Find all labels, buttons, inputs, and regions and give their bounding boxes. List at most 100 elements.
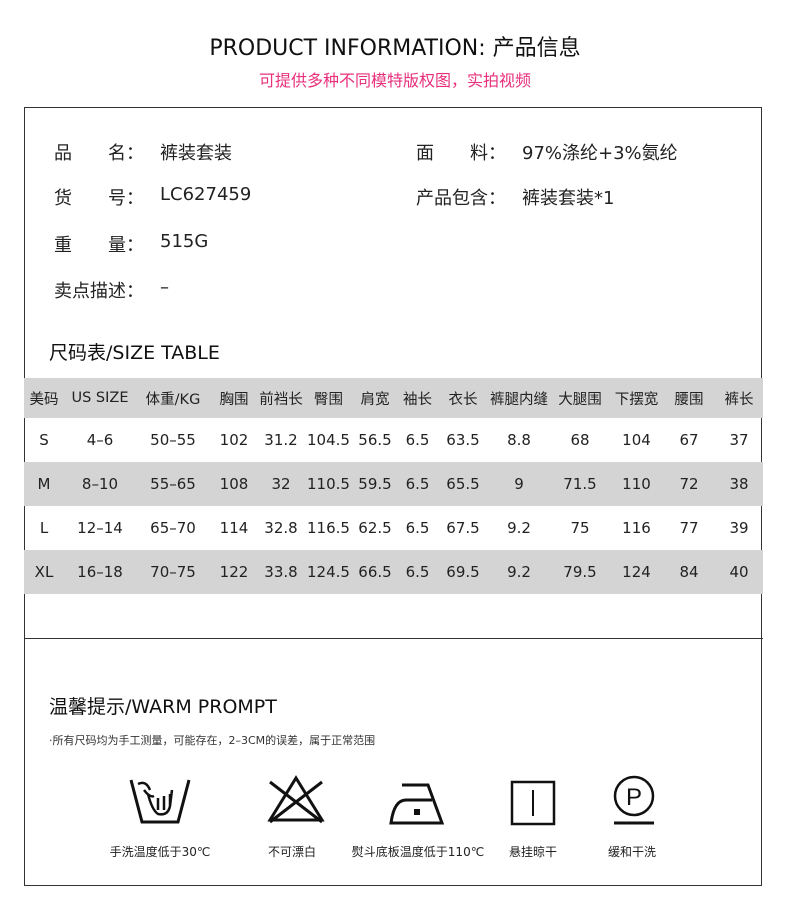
care-label-iron: 熨斗底板温度低于110℃ bbox=[351, 845, 485, 859]
table-cell: 6.5 bbox=[405, 519, 430, 537]
table-cell: 104 bbox=[622, 431, 651, 449]
column-header: 肩宽 bbox=[353, 378, 397, 418]
sku-value: LC627459 bbox=[160, 184, 252, 205]
table-row: S 4–6 50–55 102 31.2 104.5 56.5 6.5 63.5 8.8 68 104… bbox=[24, 418, 763, 462]
table-cell: 40 bbox=[715, 550, 763, 594]
table-cell: 116.5 bbox=[307, 519, 350, 537]
table-row: XL 16–18 70–75 122 33.8 124.5 66.5 6.5 69.5 9.2 79… bbox=[24, 550, 763, 594]
table-cell: 124.5 bbox=[304, 550, 353, 594]
table-cell: 6.5 bbox=[397, 462, 438, 506]
table-cell: 8–10 bbox=[64, 462, 136, 506]
page-title: PRODUCT INFORMATION: 产品信息 bbox=[209, 36, 581, 61]
table-row: L 12–14 65–70 114 32.8 116.5 62.5 6.5 67.5 9.2 75 1… bbox=[24, 506, 763, 550]
table-cell: 110.5 bbox=[304, 462, 353, 506]
table-cell: 79.5 bbox=[550, 550, 610, 594]
table-cell: 65.5 bbox=[438, 462, 488, 506]
table-cell: 72 bbox=[663, 462, 715, 506]
svg-text:P: P bbox=[626, 784, 642, 811]
gentle-dry-clean-icon: P bbox=[613, 775, 655, 825]
name-label: 品 名： bbox=[54, 143, 144, 164]
table-cell: 70–75 bbox=[136, 550, 210, 594]
table-cell: 75 bbox=[570, 519, 590, 537]
table-cell: 67.5 bbox=[446, 519, 480, 537]
table-cell: M bbox=[24, 462, 64, 506]
table-cell: 71.5 bbox=[550, 462, 610, 506]
table-cell: 55–65 bbox=[136, 462, 210, 506]
table-cell: XL bbox=[24, 550, 64, 594]
column-header: 袖长 bbox=[397, 378, 438, 418]
table-cell: L bbox=[39, 519, 49, 537]
table-row: M 8–10 55–65 108 32 110.5 59.5 6.5 65.5 9 71.5 110 7… bbox=[24, 462, 763, 506]
table-cell: 110 bbox=[610, 462, 663, 506]
warm-prompt-note: ·所有尺码均为手工测量，可能存在，2–3CM的误差，属于正常范围 bbox=[49, 734, 376, 747]
sku-label: 货 号： bbox=[54, 188, 144, 209]
table-cell: 32 bbox=[258, 462, 304, 506]
table-cell: 39 bbox=[729, 519, 749, 537]
column-header: 裤长 bbox=[715, 378, 763, 418]
table-cell: 6.5 bbox=[397, 550, 438, 594]
table-cell: 6.5 bbox=[405, 431, 430, 449]
care-label-hang-dry: 悬挂晾干 bbox=[508, 845, 557, 859]
table-cell: 116 bbox=[622, 519, 651, 537]
table-cell: 69.5 bbox=[438, 550, 488, 594]
table-cell: 9.2 bbox=[507, 519, 531, 537]
weight-label: 重 量： bbox=[54, 235, 144, 256]
iron-low-icon bbox=[389, 783, 445, 825]
table-cell: 124 bbox=[610, 550, 663, 594]
table-cell: 37 bbox=[729, 431, 749, 449]
table-cell: 4–6 bbox=[86, 431, 114, 449]
column-header: 体重/KG bbox=[136, 378, 210, 418]
care-label-gentle-dry-clean: 缓和干洗 bbox=[607, 845, 656, 859]
table-cell: 84 bbox=[663, 550, 715, 594]
table-cell: 77 bbox=[679, 519, 699, 537]
table-cell: 67 bbox=[679, 431, 699, 449]
table-cell: 50–55 bbox=[150, 431, 196, 449]
table-cell: 9.2 bbox=[488, 550, 550, 594]
column-header: 臀围 bbox=[304, 378, 353, 418]
selling-label: 卖点描述： bbox=[54, 281, 144, 302]
table-cell: 59.5 bbox=[353, 462, 397, 506]
table-cell: 31.2 bbox=[264, 431, 298, 449]
no-bleach-icon bbox=[267, 775, 325, 824]
table-cell: 65–70 bbox=[150, 519, 196, 537]
table-cell: 32.8 bbox=[264, 519, 298, 537]
hand-wash-icon bbox=[129, 779, 191, 824]
weight-value: 515G bbox=[160, 231, 209, 252]
includes-value: 裤装套装*1 bbox=[522, 188, 615, 209]
column-header: 衣长 bbox=[438, 378, 488, 418]
table-header-row: 美码 US SIZE 体重/KG 胸围 前裆长 臀围 肩宽 袖长 衣长 裤腿内缝 大腿围 下摆宽 腰围裤… bbox=[24, 378, 763, 418]
column-header: 美码 bbox=[24, 378, 64, 418]
table-cell: 38 bbox=[715, 462, 763, 506]
table-cell: 63.5 bbox=[446, 431, 480, 449]
table-cell: S bbox=[39, 431, 49, 449]
column-header: 大腿围 bbox=[550, 378, 610, 418]
care-label-hand-wash: 手洗温度低于30℃ bbox=[109, 845, 211, 859]
table-cell: 56.5 bbox=[358, 431, 392, 449]
column-header: US SIZE bbox=[64, 378, 136, 418]
table-cell: 114 bbox=[219, 519, 249, 537]
selling-value: – bbox=[160, 277, 169, 298]
fabric-label: 面 料： bbox=[416, 143, 506, 164]
size-table-title: 尺码表/SIZE TABLE bbox=[49, 342, 220, 364]
table-cell: 104.5 bbox=[307, 431, 350, 449]
size-table: 美码 US SIZE 体重/KG 胸围 前裆长 臀围 肩宽 袖长 衣长 裤腿内缝 大腿围 下摆宽 腰围裤… bbox=[24, 378, 763, 594]
table-cell: 33.8 bbox=[258, 550, 304, 594]
table-cell: 8.8 bbox=[507, 431, 531, 449]
table-cell: 122 bbox=[210, 550, 258, 594]
column-header: 胸围 bbox=[210, 378, 258, 418]
hang-dry-icon bbox=[510, 780, 556, 826]
table-cell: 108 bbox=[210, 462, 258, 506]
name-value: 裤装套装 bbox=[160, 143, 232, 164]
column-header: 前裆长 bbox=[258, 378, 304, 418]
column-header: 腰围 bbox=[663, 378, 715, 418]
divider bbox=[24, 638, 763, 639]
page-subtitle: 可提供多种不同模特版权图，实拍视频 bbox=[258, 71, 531, 90]
warm-prompt-title: 温馨提示/WARM PROMPT bbox=[49, 696, 277, 718]
table-cell: 16–18 bbox=[64, 550, 136, 594]
table-cell: 9 bbox=[488, 462, 550, 506]
includes-label: 产品包含： bbox=[416, 188, 506, 209]
care-label-no-bleach: 不可漂白 bbox=[267, 845, 316, 859]
column-header: 下摆宽 bbox=[610, 378, 663, 418]
table-cell: 62.5 bbox=[358, 519, 392, 537]
